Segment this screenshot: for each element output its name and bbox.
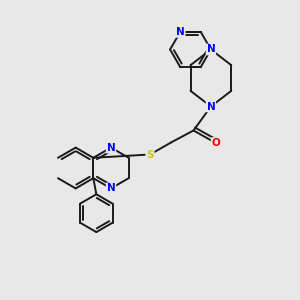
Text: O: O (212, 138, 220, 148)
Text: N: N (176, 27, 185, 37)
Text: N: N (206, 44, 215, 55)
Text: S: S (146, 149, 154, 160)
Text: N: N (206, 101, 215, 112)
Text: N: N (106, 183, 116, 194)
Text: N: N (106, 142, 116, 153)
